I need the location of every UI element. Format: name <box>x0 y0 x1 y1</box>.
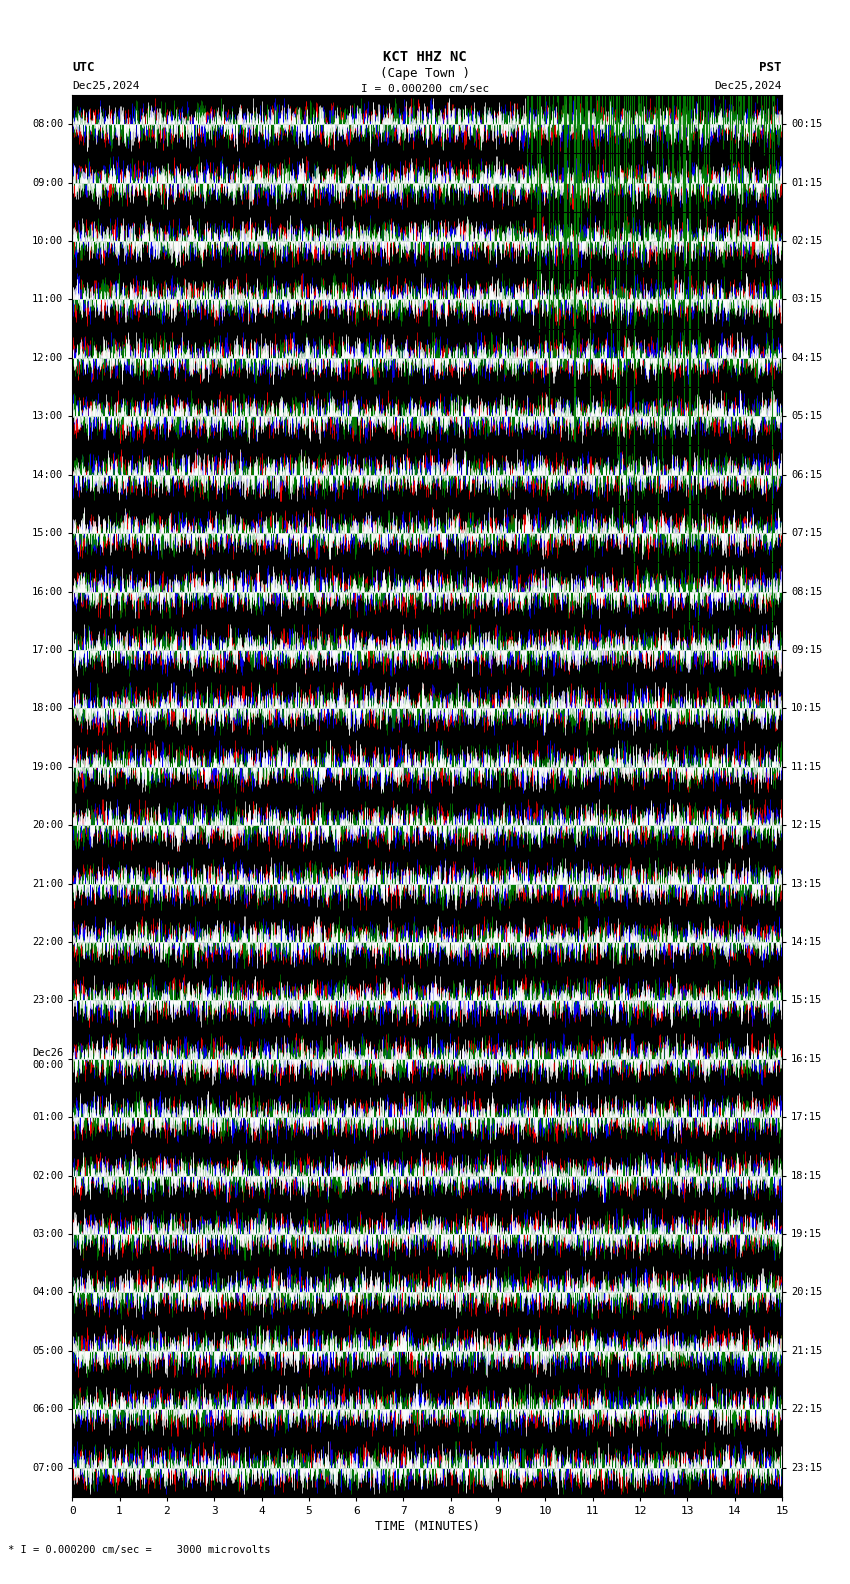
Text: UTC: UTC <box>72 60 94 73</box>
Text: KCT HHZ NC: KCT HHZ NC <box>383 51 467 63</box>
Text: Dec25,2024: Dec25,2024 <box>715 81 782 90</box>
Text: Dec25,2024: Dec25,2024 <box>72 81 139 90</box>
Text: I = 0.000200 cm/sec: I = 0.000200 cm/sec <box>361 84 489 95</box>
Text: PST: PST <box>760 60 782 73</box>
Text: * I = 0.000200 cm/sec =    3000 microvolts: * I = 0.000200 cm/sec = 3000 microvolts <box>8 1546 271 1555</box>
Text: (Cape Town ): (Cape Town ) <box>380 67 470 79</box>
X-axis label: TIME (MINUTES): TIME (MINUTES) <box>375 1521 479 1533</box>
